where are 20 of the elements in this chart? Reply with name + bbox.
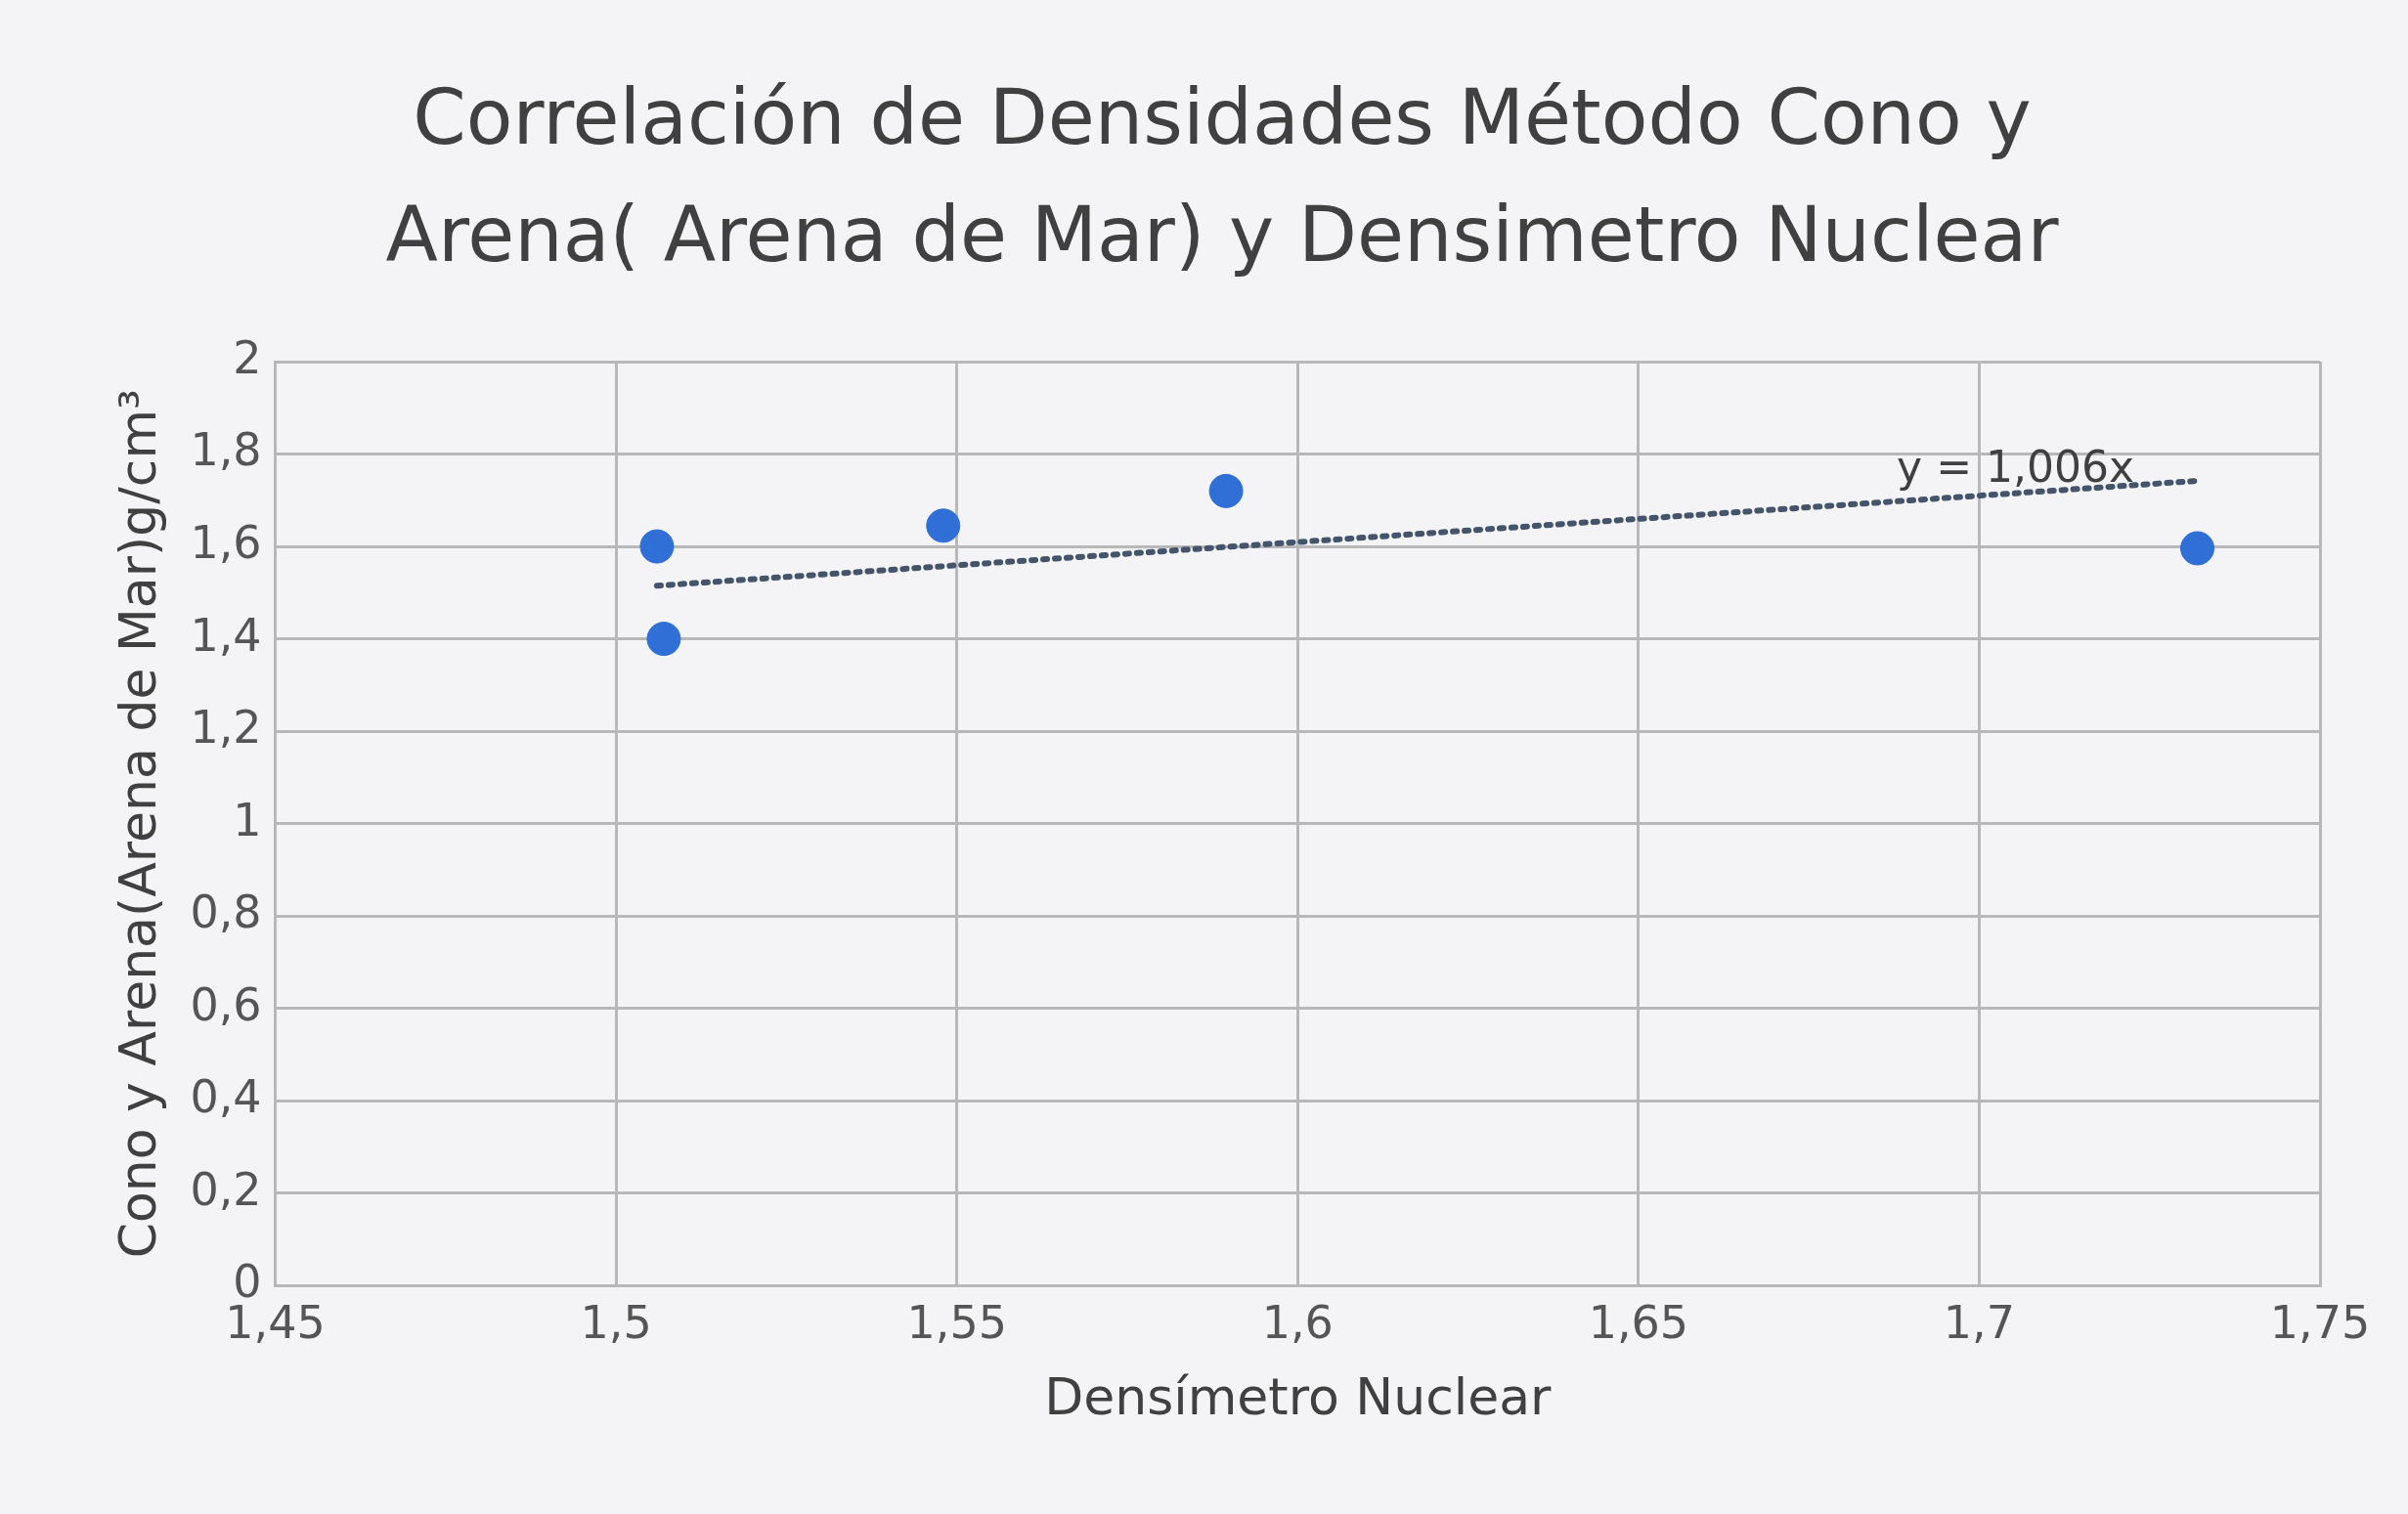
- y-tick-label: 0,6: [190, 977, 262, 1031]
- x-tick-label: 1,5: [580, 1295, 652, 1349]
- y-tick-label: 1: [233, 793, 262, 846]
- x-tick-label: 1,7: [1943, 1295, 2015, 1349]
- y-tick-label: 0,8: [190, 886, 262, 939]
- y-tick-label: 1,8: [190, 423, 262, 477]
- x-tick-label: 1,65: [1588, 1295, 1689, 1349]
- x-tick-label: 1,75: [2269, 1295, 2371, 1349]
- y-tick-label: 1,6: [190, 516, 262, 570]
- y-tick-label: 1,4: [190, 608, 262, 662]
- x-tick-label: 1,6: [1261, 1295, 1334, 1349]
- y-axis-title: Cono y Arena(Arena de Mar)g/cm³: [108, 389, 167, 1259]
- y-tick-label: 2: [233, 330, 262, 384]
- annotation: y = 1,006x: [1897, 442, 2134, 493]
- chart-title: Correlación de Densidades Método Cono y Arena( Arena de Mar) y Densimetro Nuclear: [384, 72, 2060, 281]
- y-tick-label: 0,2: [190, 1162, 262, 1216]
- y-tick-label: 1,2: [190, 701, 262, 755]
- x-axis-title: Densímetro Nuclear: [1044, 1367, 1553, 1427]
- y-tick-label: 0,4: [190, 1070, 262, 1124]
- x-tick-label: 1,55: [906, 1295, 1007, 1349]
